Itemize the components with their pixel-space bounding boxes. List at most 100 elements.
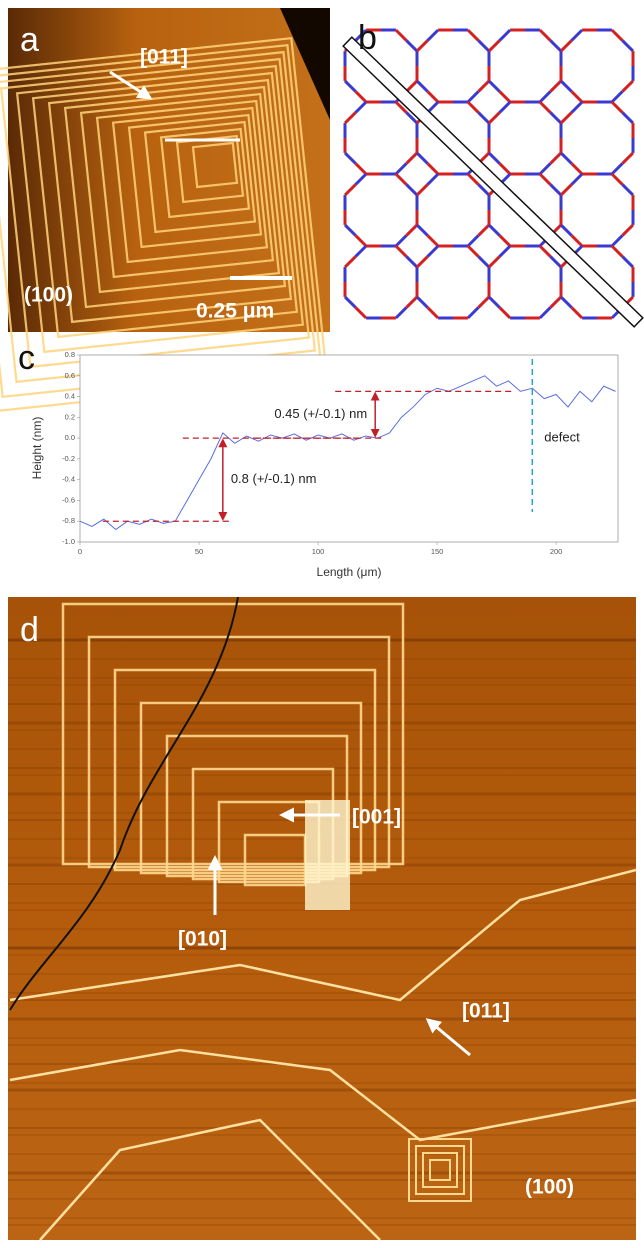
bond [394, 162, 408, 176]
lattice [343, 28, 635, 320]
bond [354, 172, 368, 186]
terrace-edge [61, 602, 405, 866]
bond [466, 90, 480, 104]
step-label: 0.45 (+/-0.1) nm [274, 406, 367, 421]
bond [559, 223, 573, 237]
bond [354, 244, 368, 258]
bond [415, 223, 429, 237]
bond [487, 111, 501, 125]
panel-b: b [342, 19, 644, 328]
terrace-edge [9, 1048, 637, 1142]
x-tick-label: 200 [550, 547, 563, 556]
bond [405, 255, 419, 269]
y-tick-label: -1.0 [62, 537, 75, 546]
bond [570, 234, 584, 248]
bond [466, 172, 480, 186]
bond [415, 295, 429, 309]
bond [466, 244, 480, 258]
direction-label: [001] [352, 806, 401, 829]
y-tick-label: -0.8 [62, 516, 75, 525]
terrace-edge [139, 701, 363, 875]
bond [549, 111, 563, 125]
terrace-edge [191, 141, 239, 189]
bond [549, 295, 563, 309]
bond [570, 162, 584, 176]
bond [538, 28, 552, 42]
bond [549, 79, 563, 93]
direction-label: [010] [178, 928, 227, 951]
slab [344, 38, 642, 326]
bond [487, 255, 501, 269]
bond [570, 28, 584, 42]
bond [477, 183, 491, 197]
bright-region [305, 800, 350, 910]
bond [415, 79, 429, 93]
bond [343, 183, 357, 197]
bond [394, 100, 408, 114]
terrace-edge [95, 99, 275, 279]
bond [498, 90, 512, 104]
bond [477, 255, 491, 269]
bond [354, 162, 368, 176]
y-tick-label: -0.4 [62, 475, 75, 484]
bond [426, 162, 440, 176]
bond [621, 223, 635, 237]
bond [610, 28, 624, 42]
y-tick-label: 0.8 [65, 350, 75, 359]
bond [477, 295, 491, 309]
face-label: (100) [525, 1176, 574, 1199]
y-tick-label: -0.2 [62, 454, 75, 463]
bond [610, 244, 624, 258]
bond [549, 255, 563, 269]
terrace-edge [415, 1145, 465, 1195]
terraces [8, 602, 637, 1241]
direction-label: [011] [140, 46, 188, 69]
bond [466, 234, 480, 248]
bond [621, 39, 635, 53]
x-tick-label: 0 [78, 547, 82, 556]
bond [466, 28, 480, 42]
profile-line [79, 375, 616, 531]
terrace-edge [87, 635, 391, 869]
bond [498, 162, 512, 176]
bond [621, 183, 635, 197]
image-corner [280, 8, 330, 120]
bond [570, 306, 584, 320]
panel-label: c [18, 339, 35, 377]
bond [559, 39, 573, 53]
bond [426, 28, 440, 42]
bond [538, 306, 552, 320]
bond [538, 100, 552, 114]
terrace-edge [113, 668, 377, 872]
bond [610, 90, 624, 104]
x-axis-label: Length (μm) [317, 565, 382, 579]
bond [610, 100, 624, 114]
terrace-edge [159, 127, 251, 219]
bond [343, 79, 357, 93]
bond [559, 295, 573, 309]
bond [415, 39, 429, 53]
bond [498, 100, 512, 114]
bond [610, 162, 624, 176]
panel-a: a [011] (100) 0.25 μm [0, 8, 330, 414]
bond [498, 234, 512, 248]
bond [621, 79, 635, 93]
bond [354, 28, 368, 42]
bond [498, 28, 512, 42]
bond [559, 79, 573, 93]
bond [415, 255, 429, 269]
bond [343, 255, 357, 269]
bond [538, 172, 552, 186]
bond [343, 111, 357, 125]
bond [621, 255, 635, 269]
x-tick-label: 150 [431, 547, 444, 556]
bond [538, 162, 552, 176]
bond [405, 183, 419, 197]
arrow [109, 70, 153, 100]
bond [394, 244, 408, 258]
bond [610, 234, 624, 248]
bond [570, 100, 584, 114]
face-label: (100) [24, 284, 73, 307]
bond [487, 223, 501, 237]
bond [621, 111, 635, 125]
